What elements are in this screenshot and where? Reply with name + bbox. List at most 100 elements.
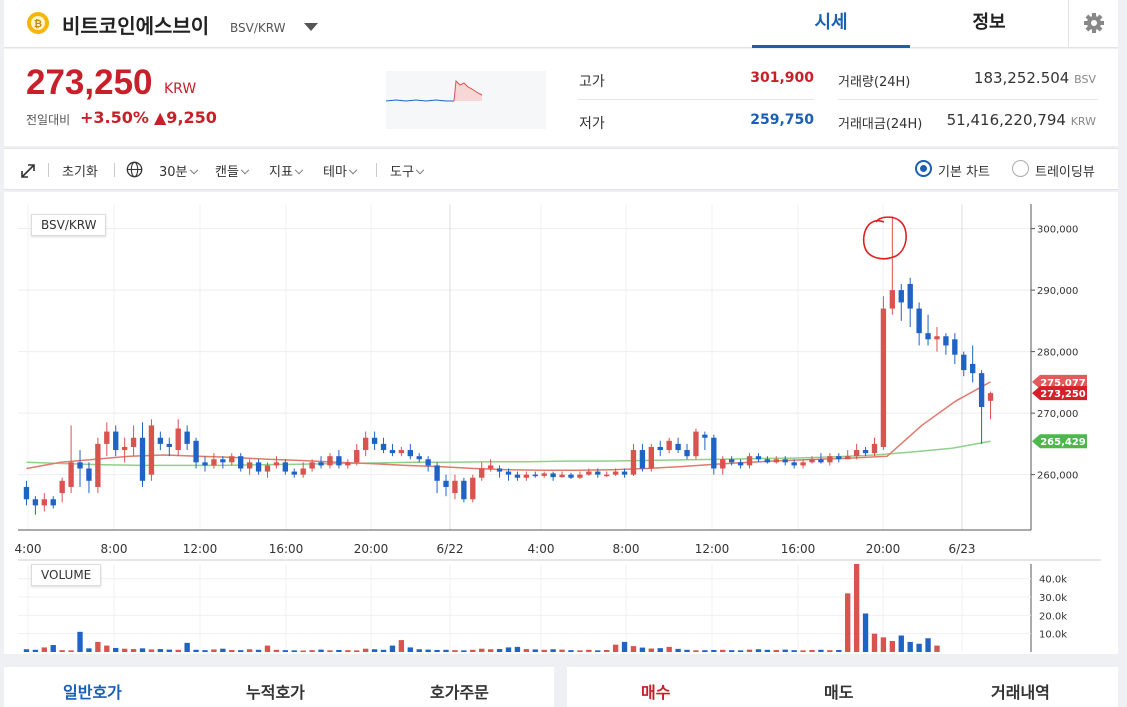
globe-icon[interactable] <box>126 161 143 178</box>
candle-body <box>121 446 128 451</box>
volume-bar <box>211 649 217 652</box>
price-chart[interactable]: 300,000 290,000 280,000 270,000 260,000 4:00 8… <box>4 192 1118 654</box>
volume-bar <box>246 649 253 652</box>
volume-unit: BSV <box>1074 73 1096 86</box>
volume-bar <box>398 640 405 652</box>
candle-body <box>630 450 637 475</box>
volume-bar <box>157 649 164 652</box>
candle-body <box>300 468 306 475</box>
volume-bar <box>229 649 235 652</box>
candle-dropdown[interactable]: 캔들 <box>215 161 248 180</box>
volume-tick-label: 20.0k <box>1039 611 1067 622</box>
volume-bar <box>657 648 663 652</box>
y-tick-label: 300,000 <box>1037 225 1078 236</box>
volume-bar <box>496 649 503 652</box>
tab-sell[interactable]: 매도 <box>824 683 854 702</box>
candle-body <box>541 473 547 476</box>
tab-cumulative-orderbook[interactable]: 누적호가 <box>246 683 305 702</box>
volume-bar <box>425 649 431 652</box>
candle-body <box>175 428 181 451</box>
basic-chart-radio[interactable] <box>915 160 932 177</box>
tab-info[interactable]: 정보 <box>972 12 1006 33</box>
settings-button[interactable] <box>1068 0 1118 48</box>
volume-bar <box>50 645 56 652</box>
volume-bar <box>568 650 574 652</box>
candle-body <box>264 465 271 472</box>
volume-bar <box>362 648 369 652</box>
volume-bar <box>612 644 619 652</box>
tab-normal-orderbook[interactable]: 일반호가 <box>63 683 122 702</box>
candle-body <box>639 450 646 469</box>
volume-bar <box>291 650 297 652</box>
turnover-unit: KRW <box>1070 115 1096 128</box>
candle-body <box>246 462 253 469</box>
candle-body <box>238 456 244 469</box>
candle-body <box>952 339 958 355</box>
volume-bar <box>345 650 351 652</box>
tab-buy[interactable]: 매수 <box>641 683 671 702</box>
candle-body <box>800 462 806 466</box>
candle-body <box>166 443 172 447</box>
candle-body <box>309 462 315 469</box>
gear-icon <box>1084 13 1104 33</box>
interval-dropdown[interactable]: 30분 <box>159 161 197 180</box>
candle-body <box>211 459 217 466</box>
candle-body <box>595 471 601 475</box>
volume-bar <box>871 633 878 652</box>
candle-body <box>907 283 913 309</box>
candle-body <box>577 474 583 478</box>
basic-chart-label[interactable]: 기본 차트 <box>938 165 990 180</box>
coin-select-caret-icon[interactable] <box>304 23 318 31</box>
candle-body <box>737 462 744 466</box>
candle-body <box>559 474 565 478</box>
volume-bar <box>371 649 378 652</box>
candle-body <box>461 480 467 500</box>
change-amount: ▲9,250 <box>154 108 217 127</box>
volume-bar <box>746 649 753 652</box>
ma-long-badge: 265,429 <box>1040 437 1086 448</box>
volume-bar <box>184 642 190 652</box>
candle-body <box>425 459 431 466</box>
tradingview-radio[interactable] <box>1012 160 1029 177</box>
x-tick-label: 16:00 <box>781 542 816 556</box>
candle-body <box>496 468 503 472</box>
candle-body <box>318 462 324 466</box>
volume-label: 거래량(24H) <box>838 75 911 90</box>
chart-area[interactable]: 300,000 290,000 280,000 270,000 260,000 4:00 8… <box>4 192 1118 654</box>
tools-dropdown[interactable]: 도구 <box>390 161 423 180</box>
tab-price[interactable]: 시세 <box>752 0 910 48</box>
y-tick-label: 260,000 <box>1037 471 1078 482</box>
expand-icon[interactable] <box>20 163 36 179</box>
tab-order-from-book[interactable]: 호가주문 <box>430 683 489 702</box>
candle-body <box>978 373 985 407</box>
candle-body <box>684 450 690 457</box>
indicator-dropdown[interactable]: 지표 <box>269 161 302 180</box>
candle-body <box>746 456 753 466</box>
candle-body <box>764 459 771 463</box>
candle-body <box>871 443 878 454</box>
volume-bar <box>577 650 583 652</box>
candle-body <box>130 437 137 447</box>
volume-bar <box>773 649 779 652</box>
coin-name[interactable]: 비트코인에스브이 <box>62 14 210 38</box>
candle-body <box>479 468 485 478</box>
tradingview-label[interactable]: 트레이딩뷰 <box>1035 165 1095 180</box>
price-unit: KRW <box>164 81 197 97</box>
candle-body <box>282 462 289 472</box>
volume-bar <box>505 647 512 652</box>
candle-body <box>327 456 333 466</box>
theme-dropdown[interactable]: 테마 <box>323 161 356 180</box>
volume-bar <box>130 649 137 652</box>
divider <box>376 163 377 177</box>
reset-button[interactable]: 초기화 <box>62 165 98 180</box>
volume-bar <box>898 635 904 652</box>
current-price-badge: 273,250 <box>1040 389 1086 400</box>
candle-body <box>23 486 30 500</box>
order-tabs: 매수 매도 거래내역 <box>567 667 1118 707</box>
tab-trade-history[interactable]: 거래내역 <box>991 683 1050 702</box>
candle-body <box>568 474 574 478</box>
candle-body <box>59 480 65 494</box>
volume-bar <box>809 649 815 652</box>
candle-body <box>148 425 155 475</box>
candle-body <box>773 459 779 463</box>
